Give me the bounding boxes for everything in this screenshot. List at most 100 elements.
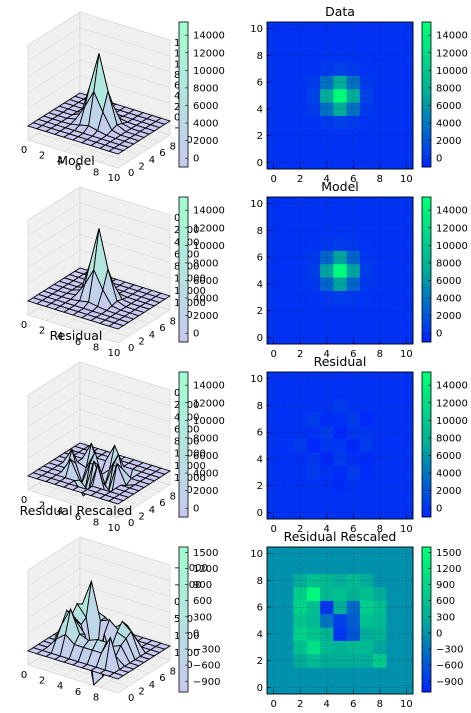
heatmap-cell [359, 115, 374, 130]
wall-grid [27, 27, 81, 62]
colorbar-cell [422, 267, 431, 270]
heatmap-cell [306, 263, 321, 278]
colorbar-cell [179, 48, 188, 52]
heatmap-cell [346, 263, 361, 278]
heatmap-cell [267, 142, 281, 157]
heatmap-cell [293, 560, 308, 575]
heatmap-cell [346, 385, 361, 400]
colorbar-cell [422, 150, 431, 153]
colorbar-cell [179, 36, 188, 40]
colorbar-cell [422, 372, 431, 375]
heatmap-cell [320, 412, 334, 426]
colorbar-cell [179, 34, 188, 37]
colorbar-cell [422, 51, 431, 54]
x-tick-label: 10 [400, 699, 413, 710]
heatmap-cell [386, 613, 401, 628]
x-tick-label: 4 [57, 331, 63, 342]
colorbar-cell [179, 504, 188, 508]
heatmap-cell [346, 438, 361, 453]
x-tick-label: 6 [75, 687, 81, 698]
colorbar-cell [179, 46, 188, 50]
colorbar-cell [422, 104, 431, 108]
colorbar-cell [422, 566, 431, 570]
colorbar-cell [422, 420, 431, 424]
colorbar-cell [179, 388, 188, 392]
heatmap-cell [293, 142, 308, 157]
z-tick-label: 12000 [174, 286, 206, 297]
colorbar-cell [179, 495, 188, 499]
heatmap-cell [399, 505, 414, 520]
colorbar-cell [179, 300, 188, 304]
heatmap-cell [373, 412, 387, 426]
y-tick-label: 0 [128, 518, 134, 529]
colorbar-cell [179, 410, 188, 414]
heatmap-cell [386, 142, 401, 157]
colorbar-cell [422, 473, 431, 477]
floor-grid [27, 314, 119, 344]
heatmap-cell [346, 88, 361, 103]
colorbar-cell [179, 325, 188, 328]
x-tick-label: 4 [57, 156, 63, 167]
colorbar-cell [422, 140, 431, 144]
heatmap-cell [399, 210, 414, 225]
colorbar-cell [422, 578, 431, 582]
colorbar-cell [422, 235, 431, 239]
colorbar-tick-label: 8000 [193, 83, 218, 94]
y-tick-label: 8 [170, 492, 176, 503]
heatmap-cell [346, 237, 361, 251]
colorbar-tick-label: 6000 [436, 101, 461, 112]
colorbar-cell [422, 24, 431, 28]
colorbar-cell [422, 413, 431, 416]
heatmap-cell [333, 627, 348, 641]
colorbar-cell [179, 413, 188, 416]
colorbar-tick-label: 10000 [193, 241, 225, 252]
colorbar-cell [422, 643, 431, 647]
heatmap-cell [293, 210, 308, 225]
colorbar-cell [422, 597, 431, 601]
heatmap-cell [306, 398, 321, 413]
colorbar-cell [422, 288, 431, 292]
colorbar-cell [179, 264, 188, 268]
z-tick-label: 0 [174, 597, 180, 608]
colorbar-cell [179, 583, 188, 587]
colorbar-cell [179, 500, 188, 503]
colorbar-cell [422, 670, 431, 674]
colorbar-cell [179, 135, 188, 139]
colorbar-cell [422, 159, 431, 163]
x-tick-label: 4 [324, 174, 330, 185]
colorbar-cell [422, 242, 431, 246]
colorbar-cell [179, 576, 188, 579]
colorbar-cell [179, 547, 188, 550]
heatmap-cell [346, 317, 361, 332]
colorbar-cell [179, 106, 188, 110]
heatmap-cell [373, 35, 387, 50]
colorbar-cell [179, 626, 188, 630]
heatmap-cell [280, 330, 294, 345]
colorbar-cell [179, 471, 188, 474]
colorbar-cell [179, 123, 188, 127]
x-tick-label: 8 [377, 524, 383, 535]
x-tick-label: 0 [21, 495, 27, 506]
colorbar-tick-label: −900 [436, 677, 463, 688]
colorbar-cell [422, 259, 431, 263]
colorbar-tick-label: 12000 [436, 48, 468, 59]
heatmap-cell [399, 128, 414, 143]
colorbar-cell [422, 660, 431, 664]
colorbar-cell [422, 252, 431, 256]
colorbar-cell [422, 393, 431, 397]
heatmap-cell [306, 478, 321, 493]
colorbar-cell [179, 286, 188, 290]
z-tick-label: 0 [174, 388, 180, 399]
colorbar-cell [422, 303, 431, 307]
wall-grid [79, 218, 171, 247]
colorbar-cell [422, 483, 431, 487]
colorbar-cell [422, 471, 431, 474]
floor-grid [117, 484, 171, 519]
colorbar-cell [179, 63, 188, 66]
heatmap-cell [267, 290, 281, 305]
colorbar-tick-label: 2000 [436, 311, 461, 322]
y-tick-label: 8 [257, 401, 263, 412]
heatmap-cell [346, 35, 361, 50]
heatmap-cell [267, 613, 281, 628]
x-tick-label: 6 [350, 524, 356, 535]
